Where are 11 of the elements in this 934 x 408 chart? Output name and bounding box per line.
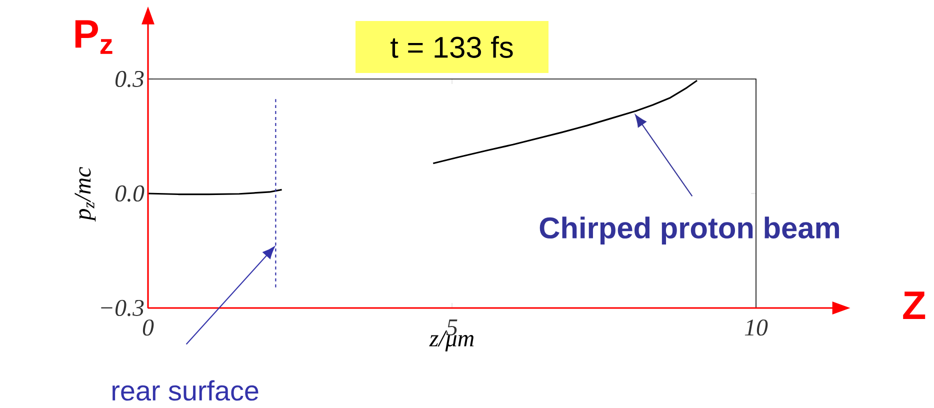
y-tick-label: 0.0 [116, 185, 144, 202]
ref-line-label: rear surface [112, 380, 258, 401]
chart-title: t = 133 fs [390, 36, 513, 58]
text: Z [903, 292, 926, 320]
y-axis-title: p$_{z}$/mc [74, 167, 96, 222]
y-tick-label: −0.3 [101, 300, 144, 316]
x-tick-label: 10 [744, 319, 768, 336]
text: P$_{z}$ [75, 20, 112, 54]
x-tick-label: 0 [142, 319, 154, 336]
annotation: Chirped proton beam [540, 216, 839, 244]
y-tick-label: 0.3 [116, 70, 144, 88]
